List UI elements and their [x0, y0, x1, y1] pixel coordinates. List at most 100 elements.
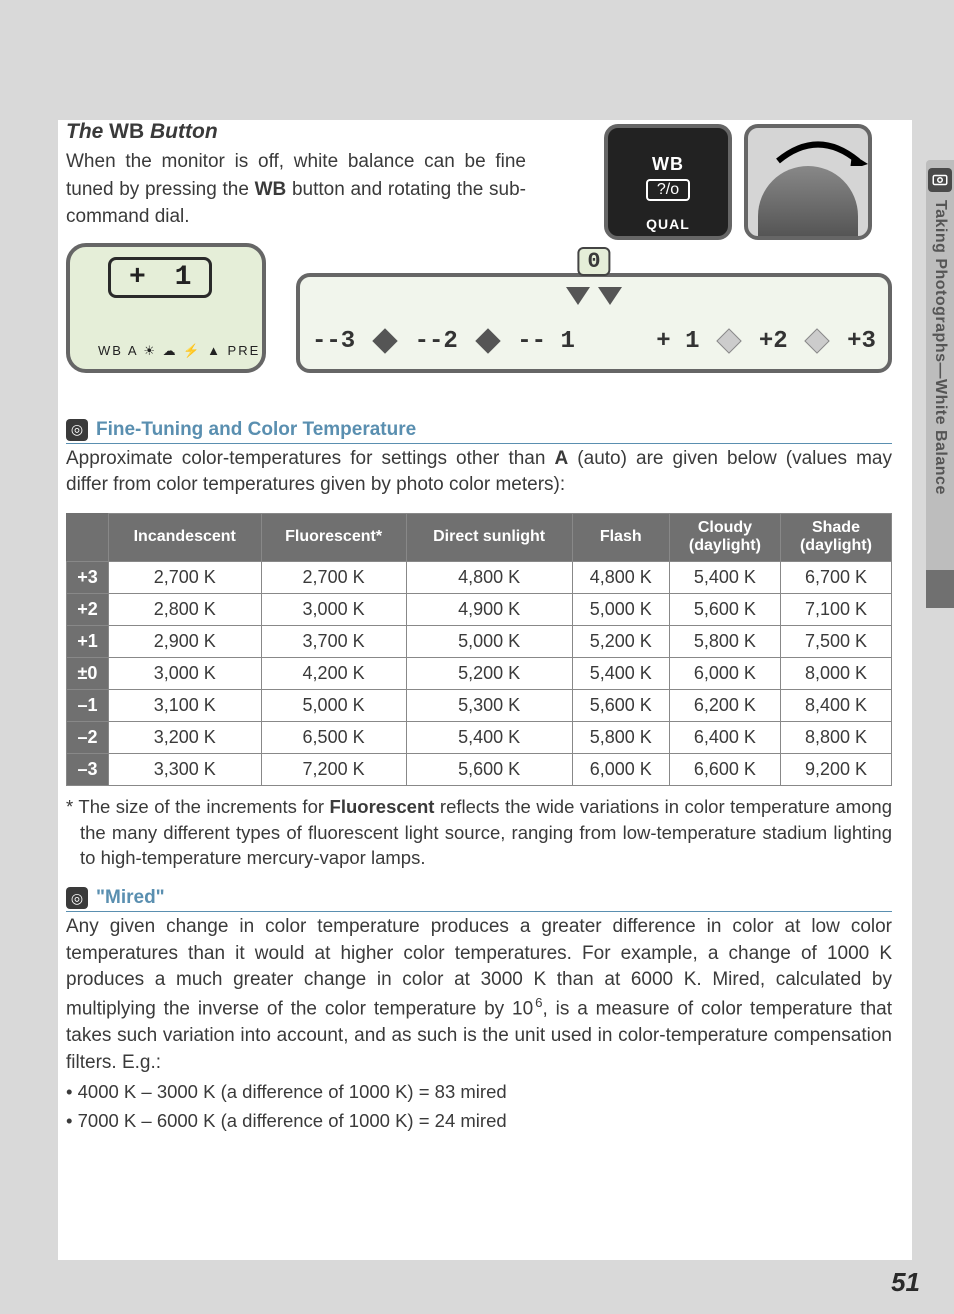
table-row-header: +2 — [67, 593, 109, 625]
table-cell: 5,800 K — [669, 625, 780, 657]
info-icon: ◎ — [66, 887, 88, 909]
diamond-icon — [475, 328, 500, 353]
table-header: Direct sunlight — [406, 513, 572, 561]
table-header: Cloudy(daylight) — [669, 513, 780, 561]
table-row-header: –2 — [67, 721, 109, 753]
table-row: –33,300 K7,200 K5,600 K6,000 K6,600 K9,2… — [67, 753, 892, 785]
diamond-icon — [805, 328, 830, 353]
table-cell: 3,000 K — [261, 593, 406, 625]
scale-triangles — [566, 287, 622, 305]
table-cell: 5,000 K — [261, 689, 406, 721]
mired-paragraph: Any given change in color temperature pr… — [66, 914, 892, 1076]
lcd-value: + 1 — [108, 257, 212, 298]
table-cell: 7,200 K — [261, 753, 406, 785]
table-cell: 3,000 K — [109, 657, 262, 689]
table-header: Fluorescent* — [261, 513, 406, 561]
lcd-mode-icons: WB A ☀ ☁ ⚡ ▲ PRE — [98, 343, 260, 359]
lcd-display: + 1 WB A ☀ ☁ ⚡ ▲ PRE — [66, 243, 266, 373]
table-row: ±03,000 K4,200 K5,200 K5,400 K6,000 K8,0… — [67, 657, 892, 689]
info-icon: ◎ — [66, 419, 88, 441]
title-wb: WB — [109, 120, 144, 143]
superscript: 6 — [535, 995, 542, 1010]
scale-val: +3 — [847, 328, 876, 355]
table-cell: 5,400 K — [572, 657, 669, 689]
table-cell: 3,700 K — [261, 625, 406, 657]
scale-val: --3 — [312, 328, 355, 355]
table-cell: 5,000 K — [572, 593, 669, 625]
title-pre: The — [66, 120, 109, 143]
table-cell: 5,600 K — [669, 593, 780, 625]
bullet-item: • 4000 K – 3000 K (a difference of 1000 … — [66, 1078, 892, 1107]
table-cell: 6,700 K — [780, 561, 891, 593]
table-cell: 2,800 K — [109, 593, 262, 625]
table-cell: 8,000 K — [780, 657, 891, 689]
page-number: 51 — [891, 1267, 920, 1298]
table-row: +22,800 K3,000 K4,900 K5,000 K5,600 K7,1… — [67, 593, 892, 625]
table-cell: 4,900 K — [406, 593, 572, 625]
scale-val: --2 — [415, 328, 458, 355]
table-row: –23,200 K6,500 K5,400 K5,800 K6,400 K8,8… — [67, 721, 892, 753]
section-header-finetuning: ◎ Fine-Tuning and Color Temperature — [66, 419, 892, 444]
intro-paragraph: When the monitor is off, white balance c… — [66, 148, 526, 231]
side-tab-marker — [926, 570, 954, 608]
table-cell: 4,800 K — [406, 561, 572, 593]
color-temp-table: IncandescentFluorescent*Direct sunlightF… — [66, 513, 892, 786]
table-cell: 3,100 K — [109, 689, 262, 721]
table-cell: 8,400 K — [780, 689, 891, 721]
title-post: Button — [144, 120, 217, 143]
scale-val: + 1 — [656, 328, 699, 355]
table-cell: 3,200 K — [109, 721, 262, 753]
table-cell: 2,900 K — [109, 625, 262, 657]
scale-numbers: --3 --2 -- 1 + 1 +2 +3 — [312, 328, 876, 355]
diamond-icon — [372, 328, 397, 353]
table-row-header: +3 — [67, 561, 109, 593]
table-cell: 6,600 K — [669, 753, 780, 785]
dial-illustration — [744, 124, 872, 240]
table-cell: 3,300 K — [109, 753, 262, 785]
table-cell: 5,200 K — [572, 625, 669, 657]
scale-zero: 0 — [577, 247, 610, 276]
triangle-down-icon — [566, 287, 590, 305]
wb-button-illustration: WB ?/o QUAL — [604, 124, 732, 240]
table-cell: 7,100 K — [780, 593, 891, 625]
scale-val: +2 — [759, 328, 788, 355]
table-cell: 6,000 K — [669, 657, 780, 689]
side-tab-label: Taking Photographs—White Balance — [931, 200, 949, 495]
table-footnote: * The size of the increments for Fluores… — [66, 794, 892, 872]
rotate-arrow-icon — [768, 136, 868, 166]
para-text: Approximate color-temperatures for setti… — [66, 448, 555, 469]
table-cell: 2,700 K — [261, 561, 406, 593]
table-cell: 6,200 K — [669, 689, 780, 721]
table-cell: 6,400 K — [669, 721, 780, 753]
table-cell: 5,400 K — [669, 561, 780, 593]
table-cell: 6,500 K — [261, 721, 406, 753]
table-cell: 5,800 K — [572, 721, 669, 753]
table-cell: 4,800 K — [572, 561, 669, 593]
table-cell: 9,200 K — [780, 753, 891, 785]
table-cell: 5,200 K — [406, 657, 572, 689]
footnote-text: * The size of the increments for — [66, 796, 330, 817]
page-content: The WB Button When the monitor is off, w… — [58, 120, 912, 1260]
table-header: Incandescent — [109, 513, 262, 561]
table-cell: 6,000 K — [572, 753, 669, 785]
table-cell: 8,800 K — [780, 721, 891, 753]
wb-label: WB — [608, 154, 728, 175]
scale-panel: 0 --3 --2 -- 1 + 1 +2 +3 — [296, 273, 892, 373]
bullet-item: • 7000 K – 6000 K (a difference of 1000 … — [66, 1107, 892, 1136]
table-header: Shade(daylight) — [780, 513, 891, 561]
table-header — [67, 513, 109, 561]
table-row-header: +1 — [67, 625, 109, 657]
wb-sublabel: ?/o — [646, 179, 690, 201]
table-row: –13,100 K5,000 K5,300 K5,600 K6,200 K8,4… — [67, 689, 892, 721]
side-tab-icon — [928, 168, 952, 192]
table-cell: 4,200 K — [261, 657, 406, 689]
scale-val: -- 1 — [517, 328, 575, 355]
table-header: Flash — [572, 513, 669, 561]
table-cell: 5,400 K — [406, 721, 572, 753]
table-row: +32,700 K2,700 K4,800 K4,800 K5,400 K6,7… — [67, 561, 892, 593]
table-row: +12,900 K3,700 K5,000 K5,200 K5,800 K7,5… — [67, 625, 892, 657]
table-cell: 7,500 K — [780, 625, 891, 657]
section-heading: "Mired" — [96, 887, 165, 909]
triangle-down-icon — [598, 287, 622, 305]
qual-label: QUAL — [608, 216, 728, 232]
